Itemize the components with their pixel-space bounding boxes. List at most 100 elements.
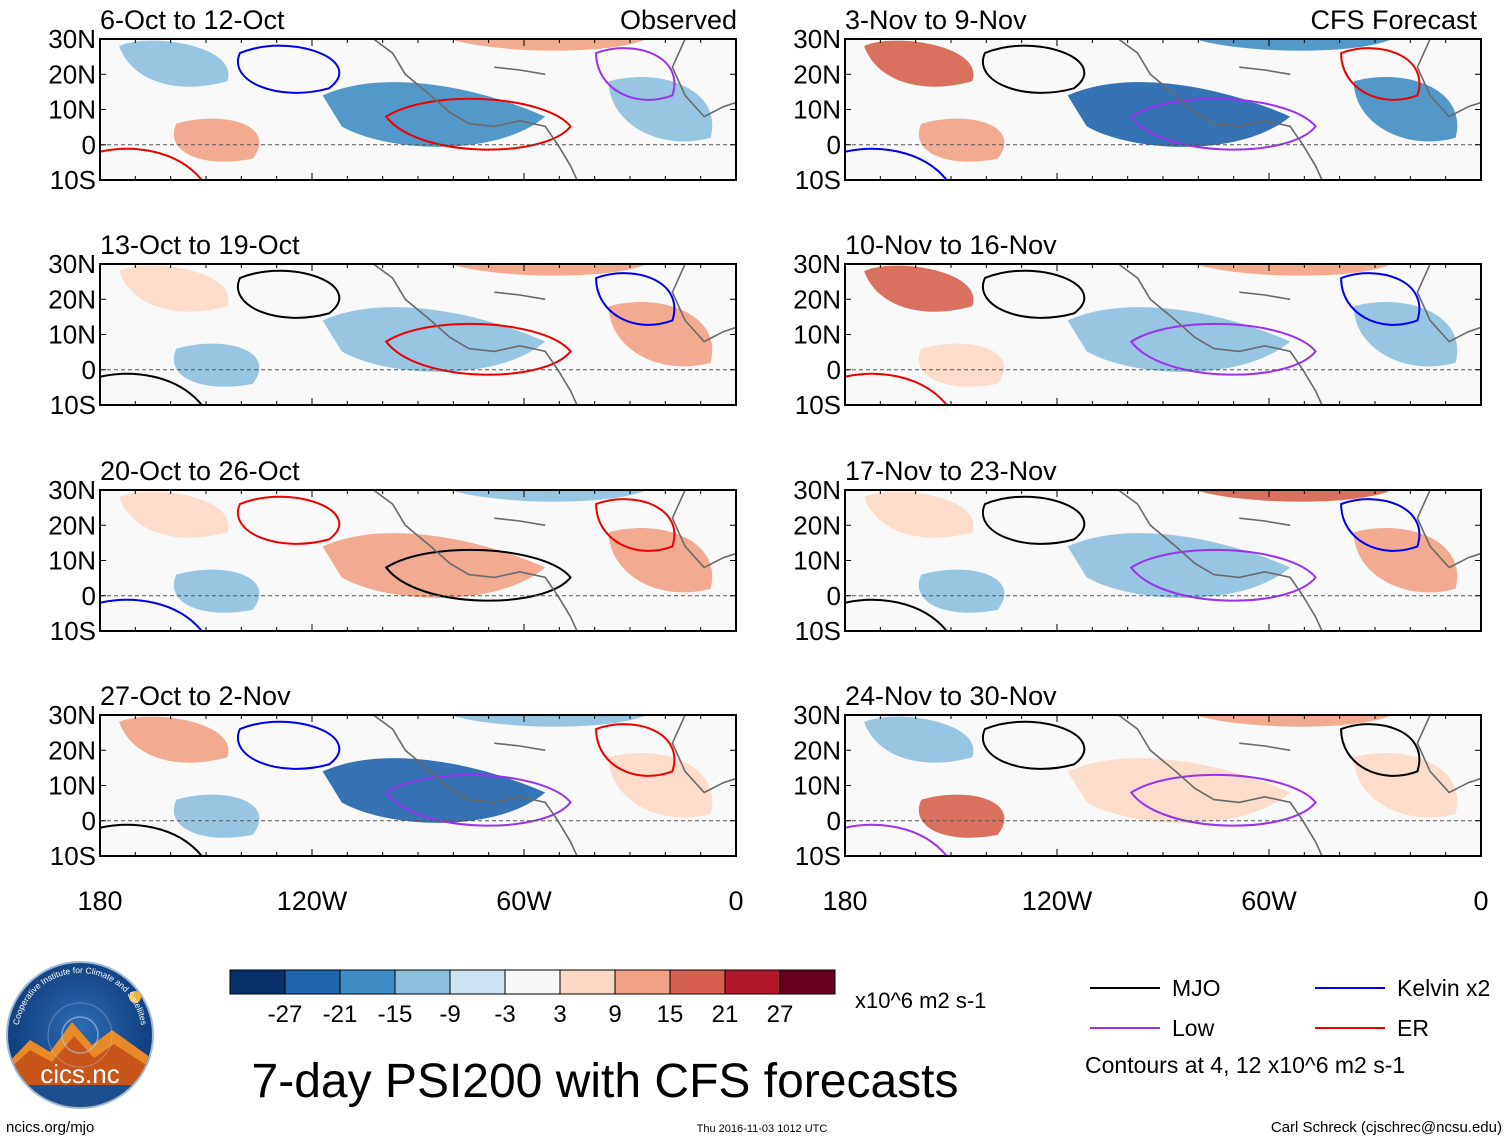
colorbar-tick-label: -27 — [268, 1001, 303, 1028]
lat-tick-label: 10S — [795, 390, 841, 420]
figure-title: 7-day PSI200 with CFS forecasts — [252, 1055, 959, 1108]
anomaly-shading — [1194, 490, 1392, 502]
er-contour — [237, 495, 341, 545]
coastline — [1118, 39, 1481, 180]
er-contour — [595, 723, 676, 777]
kelvin-contour — [237, 44, 341, 94]
kelvin-contour — [100, 598, 203, 631]
lat-tick-label: 10S — [50, 390, 96, 420]
lon-tick-label: 120W — [1022, 886, 1093, 916]
anomaly-shading — [322, 533, 546, 598]
lon-tick-label: 0 — [728, 886, 743, 916]
anomaly-shading — [608, 302, 713, 367]
colorbar-tick-label: 15 — [657, 1001, 684, 1028]
colorbar-swatch — [779, 969, 836, 995]
er-contour — [845, 372, 948, 405]
lon-tick-label: 120W — [277, 886, 348, 916]
colorbar-tick-label: -21 — [323, 1001, 358, 1028]
anomaly-shading — [1194, 39, 1392, 51]
low-contour — [384, 773, 572, 827]
anomaly-shading — [1353, 753, 1458, 818]
colorbar: -27 -21 -15 -9 -3 3 9 15 21 27 — [229, 969, 836, 1028]
panel-period-label: 3-Nov to 9-Nov — [845, 5, 1027, 35]
lat-tick-label: 30N — [793, 700, 841, 730]
colorbar-swatch — [614, 969, 671, 995]
footer-timestamp: Thu 2016-11-03 1012 UTC — [697, 1123, 828, 1135]
coastline — [373, 490, 736, 631]
colorbar-swatch — [559, 969, 616, 995]
legend-label: Kelvin x2 — [1397, 975, 1490, 1001]
panel-period-label: 13-Oct to 19-Oct — [100, 230, 300, 260]
lat-tick-label: 10N — [48, 771, 96, 801]
lon-tick-label: 60W — [1241, 886, 1297, 916]
lat-tick-label: 10S — [50, 616, 96, 646]
lat-tick-label: 0 — [827, 806, 841, 836]
lon-tick-label: 0 — [1473, 886, 1488, 916]
anomaly-shading — [1067, 533, 1291, 598]
lat-tick-label: 10S — [795, 165, 841, 195]
lat-tick-label: 0 — [827, 581, 841, 611]
lat-tick-label: 20N — [793, 510, 841, 540]
anomaly-shading — [918, 794, 1005, 838]
forecast-column-label: CFS Forecast — [1310, 5, 1477, 35]
kelvin-contour — [1340, 272, 1421, 326]
anomaly-shading — [864, 40, 974, 87]
lat-tick-label: 30N — [48, 700, 96, 730]
panel-period-label: 17-Nov to 23-Nov — [845, 456, 1057, 486]
anomaly-shading — [608, 77, 713, 142]
low-contour — [1129, 773, 1317, 827]
lat-tick-label: 20N — [48, 735, 96, 765]
lat-tick-label: 10N — [48, 320, 96, 350]
lat-tick-label: 20N — [48, 284, 96, 314]
coastline — [1118, 490, 1481, 631]
kelvin-contour — [237, 720, 341, 770]
lat-tick-label: 20N — [48, 510, 96, 540]
lon-tick-label: 180 — [77, 886, 122, 916]
colorbar-swatch — [284, 969, 341, 995]
mjo-contour — [982, 720, 1086, 770]
mjo-contour — [100, 823, 203, 856]
kelvin-contour — [845, 147, 948, 180]
mjo-contour — [384, 548, 572, 602]
anomaly-shading — [1067, 758, 1291, 823]
anomaly-shading — [1194, 264, 1392, 276]
anomaly-shading — [322, 82, 546, 147]
lat-tick-label: 20N — [793, 735, 841, 765]
low-contour — [1129, 97, 1317, 151]
lon-tick-label: 60W — [496, 886, 552, 916]
anomaly-shading — [1353, 528, 1458, 593]
anomaly-shading — [608, 753, 713, 818]
anomaly-shading — [918, 569, 1005, 613]
anomaly-shading — [1067, 82, 1291, 147]
footer-url: ncics.org/mjo — [6, 1119, 94, 1136]
anomaly-shading — [449, 715, 647, 727]
legend-label: Low — [1172, 1015, 1215, 1041]
lat-tick-label: 30N — [48, 475, 96, 505]
lat-tick-label: 10N — [793, 771, 841, 801]
lat-tick-label: 10S — [50, 841, 96, 871]
er-contour — [384, 97, 572, 151]
anomaly-shading — [119, 491, 229, 538]
lat-tick-label: 10S — [50, 165, 96, 195]
mjo-contour — [100, 372, 203, 405]
longitude-axes: 180 120W 60W 0 180 120W 60W 0 — [77, 886, 1488, 916]
anomaly-shading — [173, 343, 260, 387]
lat-tick-label: 0 — [82, 806, 96, 836]
colorbar-tick-label: 3 — [553, 1001, 566, 1028]
colorbar-swatch — [449, 969, 506, 995]
colorbar-tick-label: -3 — [494, 1001, 515, 1028]
lat-tick-label: 10N — [793, 95, 841, 125]
lat-tick-label: 0 — [827, 130, 841, 160]
observed-column-label: Observed — [620, 5, 737, 35]
lat-tick-label: 10N — [48, 95, 96, 125]
anomaly-shading — [173, 794, 260, 838]
low-contour — [1129, 322, 1317, 376]
anomaly-shading — [119, 40, 229, 87]
coastline — [373, 39, 736, 180]
lat-tick-label: 20N — [793, 59, 841, 89]
